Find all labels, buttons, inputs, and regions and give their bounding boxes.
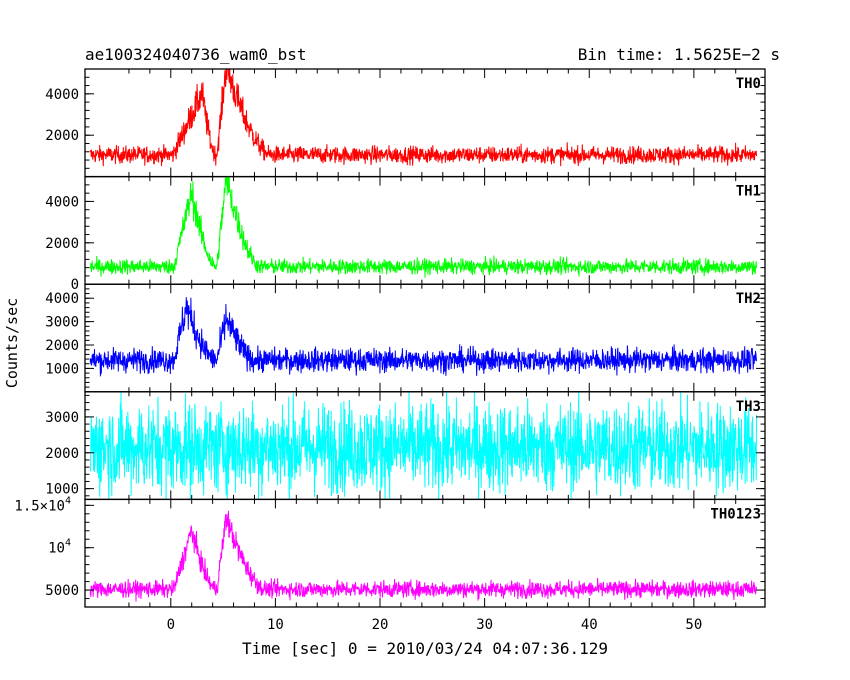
y-axis-label: Counts/sec: [3, 298, 21, 388]
y-tick-label: 1000: [45, 361, 79, 377]
y-tick-label-exponent: 4: [65, 538, 71, 549]
y-tick-label: 4000: [45, 291, 79, 307]
x-tick-label: 10: [267, 617, 284, 633]
y-tick-label: 1000: [45, 482, 79, 498]
x-tick-label: 20: [372, 617, 389, 633]
panel-frame: [84, 498, 766, 608]
y-tick-label: 0: [71, 277, 79, 293]
y-tick-label: 2000: [45, 128, 79, 144]
x-tick-label: 30: [476, 617, 493, 633]
y-tick-label-exponent: 4: [65, 495, 71, 506]
chart-title-left: ae100324040736_wam0_bst: [85, 45, 307, 64]
y-tick-label: 2000: [45, 236, 79, 252]
panel-frame: [84, 68, 766, 178]
y-tick-label: 2000: [45, 338, 79, 354]
panel-th1: 0 2000 4000 TH1: [45, 175, 766, 293]
x-tick-label: 0: [167, 617, 175, 633]
series-th1-line: [89, 176, 757, 278]
series-th3-line: [89, 391, 757, 500]
panel-label: TH0: [736, 76, 761, 92]
panel-th3: 1000 2000 3000 TH3: [45, 391, 766, 501]
panel-th2: 1000 2000 3000 4000 TH2: [45, 283, 766, 393]
series-th0-line: [89, 69, 757, 167]
y-tick-label: 4000: [45, 87, 79, 103]
y-tick-label-base: 10: [48, 541, 65, 557]
panel-label: TH2: [736, 291, 761, 307]
y-tick-label: 1.5×104: [14, 495, 71, 514]
y-tick-label: 2000: [45, 446, 79, 462]
chart-title-right: Bin time: 1.5625E−2 s: [578, 45, 780, 64]
panel-th0: 2000 4000 TH0: [45, 68, 766, 178]
y-tick-label: 5000: [45, 583, 79, 599]
panel-label: TH1: [736, 184, 761, 200]
y-tick-label-base: 1.5×10: [14, 498, 65, 514]
panel-frame: [84, 283, 766, 393]
x-axis-label: Time [sec] 0 = 2010/03/24 04:07:36.129: [242, 639, 608, 658]
panels-group: 2000 4000 TH0 0 2000 4000 TH1 1000 2000 3000 4000 T…: [14, 68, 766, 633]
panel-label: TH0123: [710, 506, 761, 522]
y-tick-label: 4000: [45, 194, 79, 210]
series-th0123-line: [89, 510, 757, 602]
y-tick-label: 3000: [45, 315, 79, 331]
y-tick-label: 104: [48, 538, 71, 557]
y-tick-label: 3000: [45, 410, 79, 426]
panel-label: TH3: [736, 399, 761, 415]
x-tick-label: 40: [581, 617, 598, 633]
x-tick-label: 50: [685, 617, 702, 633]
series-th2-line: [89, 297, 757, 377]
